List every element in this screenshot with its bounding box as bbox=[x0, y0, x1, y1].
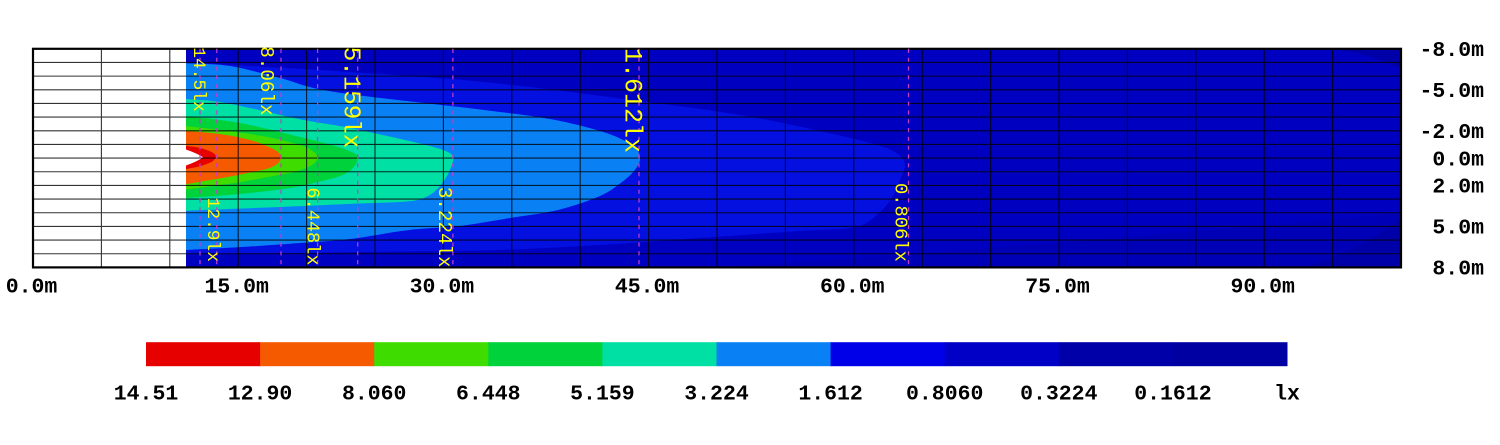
svg-text:30.0m: 30.0m bbox=[410, 276, 475, 300]
svg-text:2.0m: 2.0m bbox=[1432, 176, 1484, 200]
svg-text:5.159lx: 5.159lx bbox=[336, 47, 363, 149]
svg-text:0.1612: 0.1612 bbox=[1134, 383, 1211, 407]
svg-text:75.0m: 75.0m bbox=[1025, 276, 1090, 300]
svg-text:3.224lx: 3.224lx bbox=[433, 187, 455, 268]
svg-text:90.0m: 90.0m bbox=[1230, 276, 1295, 300]
svg-text:-8.0m: -8.0m bbox=[1419, 39, 1484, 63]
svg-text:3.224: 3.224 bbox=[684, 383, 749, 407]
svg-text:0.806lx: 0.806lx bbox=[889, 183, 911, 262]
svg-text:8.06lx: 8.06lx bbox=[255, 46, 277, 115]
svg-text:6.448lx: 6.448lx bbox=[302, 187, 323, 265]
svg-text:0.8060: 0.8060 bbox=[906, 383, 983, 407]
svg-text:12.9lx: 12.9lx bbox=[202, 198, 222, 262]
svg-text:1.612lx: 1.612lx bbox=[617, 48, 646, 153]
svg-text:0.0m: 0.0m bbox=[1432, 148, 1484, 172]
svg-text:-5.0m: -5.0m bbox=[1419, 80, 1484, 104]
svg-text:0.3224: 0.3224 bbox=[1020, 383, 1098, 407]
svg-text:60.0m: 60.0m bbox=[820, 276, 885, 300]
svg-text:5.0m: 5.0m bbox=[1432, 217, 1484, 241]
svg-text:14.51: 14.51 bbox=[114, 383, 179, 407]
svg-text:0.0m: 0.0m bbox=[6, 276, 58, 300]
svg-text:-2.0m: -2.0m bbox=[1419, 121, 1484, 145]
svg-text:8.060: 8.060 bbox=[342, 383, 407, 407]
svg-text:1.612: 1.612 bbox=[798, 383, 863, 407]
svg-text:15.0m: 15.0m bbox=[204, 276, 269, 300]
svg-text:lx: lx bbox=[1274, 383, 1300, 407]
svg-text:8.0m: 8.0m bbox=[1432, 258, 1484, 282]
svg-text:45.0m: 45.0m bbox=[615, 276, 680, 300]
svg-text:5.159: 5.159 bbox=[570, 383, 635, 407]
svg-text:14.5lx: 14.5lx bbox=[188, 47, 208, 111]
svg-text:6.448: 6.448 bbox=[456, 383, 521, 407]
svg-text:12.90: 12.90 bbox=[228, 383, 293, 407]
